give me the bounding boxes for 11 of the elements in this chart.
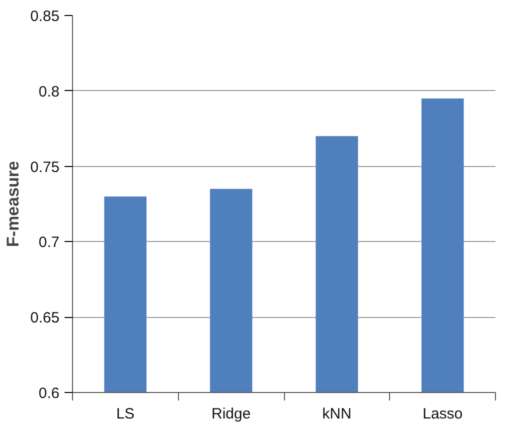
y-tick-label: 0.75 [30,158,60,176]
x-tick-label: kNN [322,406,352,422]
x-tick-label: Lasso [422,406,463,422]
y-tick-label: 0.65 [30,310,60,327]
y-tick-label: 0.6 [38,385,60,402]
y-tick-label: 0.85 [30,8,60,25]
x-tick-label: Ridge [212,406,251,422]
y-tick-label: 0.7 [38,234,60,252]
y-axis-title: F-measure [3,161,22,247]
y-tick-label: 0.8 [38,83,60,100]
x-tick-label: LS [116,406,135,422]
